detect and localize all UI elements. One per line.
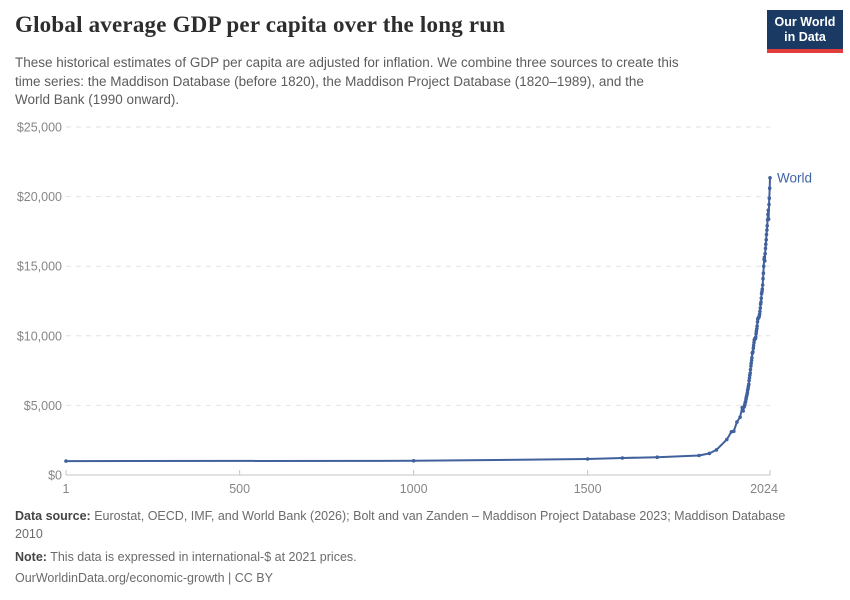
data-point[interactable] <box>714 448 719 452</box>
data-point[interactable] <box>748 371 752 375</box>
data-point[interactable] <box>763 259 767 263</box>
data-point[interactable] <box>766 208 771 212</box>
data-point[interactable] <box>751 343 756 348</box>
footer-note: Note: This data is expressed in internat… <box>15 548 795 566</box>
data-point[interactable] <box>766 217 771 221</box>
data-point[interactable] <box>735 420 739 424</box>
data-point[interactable] <box>749 364 753 368</box>
data-point[interactable] <box>760 283 765 287</box>
y-tick-label: $15,000 <box>17 260 62 274</box>
x-tick-label: 1 <box>63 482 70 496</box>
y-tick-label: $10,000 <box>17 329 62 343</box>
data-point[interactable] <box>725 437 729 442</box>
data-point[interactable] <box>761 271 766 276</box>
data-point[interactable] <box>738 415 742 420</box>
data-point[interactable] <box>757 312 762 317</box>
data-point[interactable] <box>741 409 745 413</box>
x-tick-label: 1500 <box>574 482 602 496</box>
data-point[interactable] <box>620 456 625 460</box>
data-point[interactable] <box>755 324 759 328</box>
data-point[interactable] <box>64 459 68 463</box>
data-point[interactable] <box>761 264 766 269</box>
data-point[interactable] <box>765 224 769 228</box>
data-point[interactable] <box>751 350 755 354</box>
data-point[interactable] <box>759 296 764 301</box>
data-point[interactable] <box>768 176 772 180</box>
owid-logo-line2: in Data <box>784 30 826 44</box>
owid-logo[interactable]: Our World in Data <box>767 10 843 53</box>
data-point[interactable] <box>747 376 752 380</box>
y-tick-label: $25,000 <box>17 121 62 135</box>
chart-subtitle-line: These historical estimates of GDP per ca… <box>15 55 679 70</box>
data-point[interactable] <box>767 186 772 190</box>
series-label-world: World <box>777 170 812 185</box>
data-point[interactable] <box>749 358 754 363</box>
data-point[interactable] <box>758 309 762 314</box>
data-point[interactable] <box>732 429 736 434</box>
data-point[interactable] <box>764 238 768 242</box>
data-point[interactable] <box>763 251 767 256</box>
chart-subtitle: These historical estimates of GDP per ca… <box>15 54 679 110</box>
data-source-text: Eurostat, OECD, IMF, and World Bank (202… <box>90 509 786 523</box>
owid-url-link[interactable]: OurWorldinData.org/economic-growth | CC … <box>15 571 273 585</box>
data-point[interactable] <box>760 287 765 292</box>
world-line[interactable] <box>65 176 771 463</box>
data-point[interactable] <box>747 378 751 383</box>
data-point[interactable] <box>767 202 771 207</box>
data-point[interactable] <box>758 306 763 310</box>
y-tick-label: $5,000 <box>24 399 62 413</box>
chart-title: Global average GDP per capita over the l… <box>15 12 506 37</box>
data-point[interactable] <box>749 361 753 366</box>
y-tick-label: $0 <box>48 469 62 483</box>
note-text: This data is expressed in international-… <box>46 550 357 564</box>
data-point[interactable] <box>763 246 768 251</box>
data-point[interactable] <box>750 355 754 360</box>
data-point[interactable] <box>697 453 701 458</box>
footer-data-source: Data source: Eurostat, OECD, IMF, and Wo… <box>15 507 795 543</box>
data-source-text-line2: 2010 <box>15 527 43 541</box>
y-tick-label: $20,000 <box>17 190 62 204</box>
data-point[interactable] <box>753 335 758 340</box>
data-point[interactable] <box>767 196 772 201</box>
data-point[interactable] <box>755 320 760 324</box>
data-point[interactable] <box>411 459 416 463</box>
chart-subtitle-line: time series: the Maddison Database (befo… <box>15 73 644 89</box>
data-point[interactable] <box>762 255 767 260</box>
data-source-label: Data source: <box>15 509 91 523</box>
data-point[interactable] <box>655 455 659 460</box>
x-tick-label: 2024 <box>750 482 778 496</box>
owid-logo-line1: Our World <box>774 15 836 29</box>
data-point[interactable] <box>759 300 763 304</box>
x-tick-label: 1000 <box>400 482 428 496</box>
chart-subtitle-line: World Bank (1990 onward). <box>15 92 180 107</box>
data-point[interactable] <box>761 276 765 281</box>
data-point[interactable] <box>747 382 751 387</box>
data-point[interactable] <box>585 457 590 461</box>
data-point[interactable] <box>751 346 756 351</box>
data-point[interactable] <box>764 242 768 246</box>
data-point[interactable] <box>707 451 712 456</box>
x-tick-label: 500 <box>229 482 250 496</box>
data-point[interactable] <box>748 367 753 372</box>
data-point[interactable] <box>755 327 759 331</box>
data-point[interactable] <box>764 232 769 237</box>
data-point[interactable] <box>766 212 770 217</box>
data-point[interactable] <box>765 228 769 232</box>
note-label: Note: <box>15 550 47 564</box>
